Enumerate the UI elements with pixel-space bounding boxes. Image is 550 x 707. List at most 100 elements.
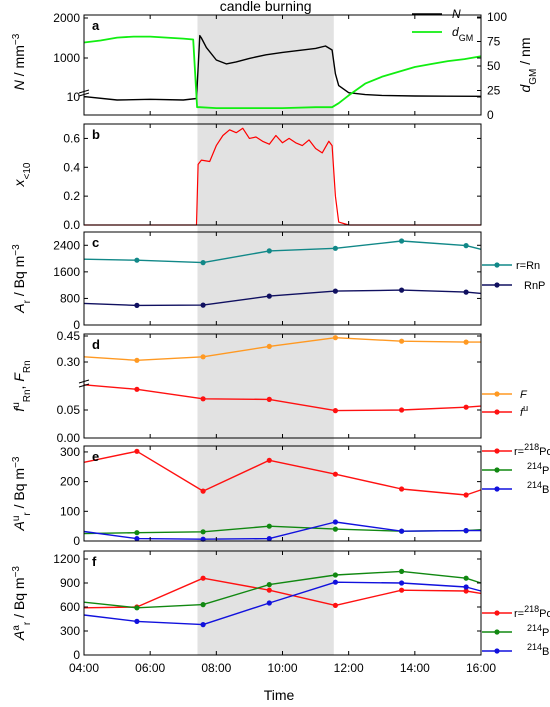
panel-d-series-1-point-3 bbox=[332, 408, 338, 414]
panel-c-ylabel: Ar / Bq m−3 bbox=[11, 244, 33, 314]
panel-e-series-1-point-1 bbox=[200, 529, 206, 535]
axis-break-mark bbox=[78, 383, 90, 388]
panel-e-series-2-point-0 bbox=[134, 536, 140, 542]
panel-f-ylabel: Aar / Bq m−3 bbox=[11, 566, 33, 641]
panel-e-y-tick-label: 100 bbox=[60, 504, 80, 518]
panel-e-series-0-point-1 bbox=[200, 488, 206, 494]
panel-d-y-tick-label: 0.30 bbox=[57, 355, 81, 369]
panel-e-series-1-point-3 bbox=[332, 526, 338, 532]
panel-d-series-0-point-2 bbox=[266, 343, 272, 349]
panel-label-f: f bbox=[92, 554, 97, 569]
panel-f-ylabel-text: Aar / Bq m−3 bbox=[11, 566, 33, 641]
panel-f-series-1-point-4 bbox=[399, 568, 405, 575]
panel-c-series-0-point-5 bbox=[463, 243, 469, 249]
panel-c-series-0-point-0 bbox=[134, 257, 140, 263]
panel-f-y-tick-label: 900 bbox=[60, 576, 80, 590]
panel-a-y2-tick-label: 75 bbox=[487, 35, 501, 49]
candle-burning-shade bbox=[197, 15, 334, 655]
panel-c-ylabel-text: Ar / Bq m−3 bbox=[11, 244, 33, 314]
panel-e-y-tick-label: 200 bbox=[60, 475, 80, 489]
panel-f-series-0-point-4 bbox=[399, 587, 405, 593]
panel-label-c: c bbox=[92, 235, 99, 250]
panel-f-series-1-point-1 bbox=[200, 602, 206, 608]
panel-e-series-0-point-4 bbox=[399, 486, 405, 492]
legend-N-label: N bbox=[452, 7, 461, 21]
panel-e-y-tick-label: 300 bbox=[60, 445, 80, 459]
panel-e-series-0-line bbox=[83, 450, 482, 496]
panel-d-y-tick-label: 0.00 bbox=[57, 431, 81, 445]
panel-d-series-1-point-5 bbox=[463, 404, 469, 410]
legend-e-2-swatch-marker bbox=[494, 486, 500, 492]
panel-e-y-tick-label: 0 bbox=[73, 534, 80, 548]
panel-c-y-tick-label: 2400 bbox=[53, 238, 80, 252]
panel-a-y2-tick-label: 0 bbox=[487, 108, 494, 122]
panel-e-ylabel-text: Aur / Bq m−3 bbox=[11, 456, 33, 531]
panel-f-series-0-line bbox=[83, 577, 482, 609]
legend-f-2-swatch-marker bbox=[494, 648, 500, 654]
legend-d-fu-swatch-marker bbox=[494, 409, 500, 415]
legend-e-1-label: 214Pb bbox=[527, 461, 550, 477]
x-tick-label: 06:00 bbox=[135, 661, 165, 675]
panel-a-y-tick-label: 2000 bbox=[53, 11, 80, 25]
x-tick-label: 16:00 bbox=[466, 661, 496, 675]
panel-f-series-0-point-1 bbox=[200, 575, 206, 581]
panel-f-series-2-point-2 bbox=[266, 600, 272, 606]
panel-c-series-1-point-1 bbox=[200, 302, 206, 308]
panel-c-series-1-point-0 bbox=[134, 302, 140, 308]
x-axis-title: Time bbox=[264, 687, 295, 703]
panel-a-y2-tick-label: 50 bbox=[487, 59, 501, 73]
panel-d-series-1-point-2 bbox=[266, 396, 272, 402]
panel-f-series-1-line bbox=[83, 570, 482, 609]
axis-break-mark bbox=[78, 379, 90, 384]
panel-a-y2-tick-label: 100 bbox=[487, 10, 507, 24]
panel-e-series-2-point-2 bbox=[266, 536, 272, 542]
panel-e-series-2-point-4 bbox=[399, 528, 405, 534]
panel-label-e: e bbox=[92, 449, 99, 464]
panel-f-y-tick-label: 0 bbox=[73, 648, 80, 662]
panel-d-series-1-line bbox=[83, 384, 482, 412]
panel-d-series-1-point-0 bbox=[134, 386, 140, 392]
panel-c-y-tick-label: 800 bbox=[60, 291, 80, 305]
panel-b-y-tick-label: 0.4 bbox=[63, 160, 80, 174]
panel-label-a: a bbox=[92, 18, 100, 33]
panel-c-series-1-point-2 bbox=[266, 293, 272, 299]
panel-f-series-0-point-5 bbox=[463, 588, 469, 594]
panel-d-series-1-point-4 bbox=[399, 407, 405, 413]
panel-label-b: b bbox=[92, 127, 100, 142]
panel-f-series-2-point-1 bbox=[200, 622, 206, 628]
panel-f-series-0-point-3 bbox=[332, 602, 338, 609]
panel-f-series-2-point-5 bbox=[463, 584, 469, 590]
legend-e-0-swatch-marker bbox=[494, 448, 500, 454]
panel-d-series-0-point-4 bbox=[399, 338, 405, 344]
legend-c-Rn-swatch-marker bbox=[494, 262, 500, 268]
legend-f-0-label: r=218Po bbox=[514, 604, 550, 620]
panel-d-ylabel-text: fuRn, FRn bbox=[11, 360, 33, 411]
legend-e-1-swatch-marker bbox=[494, 467, 500, 473]
panel-d-series-0-point-5 bbox=[463, 339, 469, 345]
panel-d-ylabel: fuRn, FRn bbox=[11, 360, 33, 411]
panel-a-y2label: dGM / nm bbox=[517, 37, 539, 92]
legend-c-RnP-label: RnP bbox=[524, 280, 545, 292]
panel-e-series-2-point-3 bbox=[332, 519, 338, 525]
panel-d-series-0-point-3 bbox=[332, 335, 338, 341]
panel-b-ylabel-text: x<10 bbox=[11, 162, 33, 187]
panel-a-y-tick-label: 10 bbox=[67, 90, 81, 104]
panel-d-y-tick-label: 0.05 bbox=[57, 403, 81, 417]
legend-c-Rn-label: r=Rn bbox=[516, 260, 540, 272]
legend-e-0-label: r=218Po bbox=[514, 442, 550, 458]
panel-c-series-1-point-5 bbox=[463, 289, 469, 295]
x-tick-label: 10:00 bbox=[267, 661, 297, 675]
panel-e-series-1-point-0 bbox=[134, 530, 140, 536]
panel-d-y-tick-label: 0.45 bbox=[57, 329, 81, 343]
x-tick-label: 12:00 bbox=[334, 661, 364, 675]
legend-d-F-label: F bbox=[520, 389, 528, 401]
panel-c-series-0-point-2 bbox=[266, 248, 272, 254]
x-tick-label: 08:00 bbox=[201, 661, 231, 675]
panel-d-series-0-point-0 bbox=[134, 357, 140, 363]
panel-f-series-2-point-0 bbox=[134, 618, 140, 625]
panel-e-series-0-point-2 bbox=[266, 457, 272, 463]
panel-c-y-tick-label: 1600 bbox=[53, 265, 80, 279]
panel-f-series-2-line bbox=[83, 581, 482, 626]
